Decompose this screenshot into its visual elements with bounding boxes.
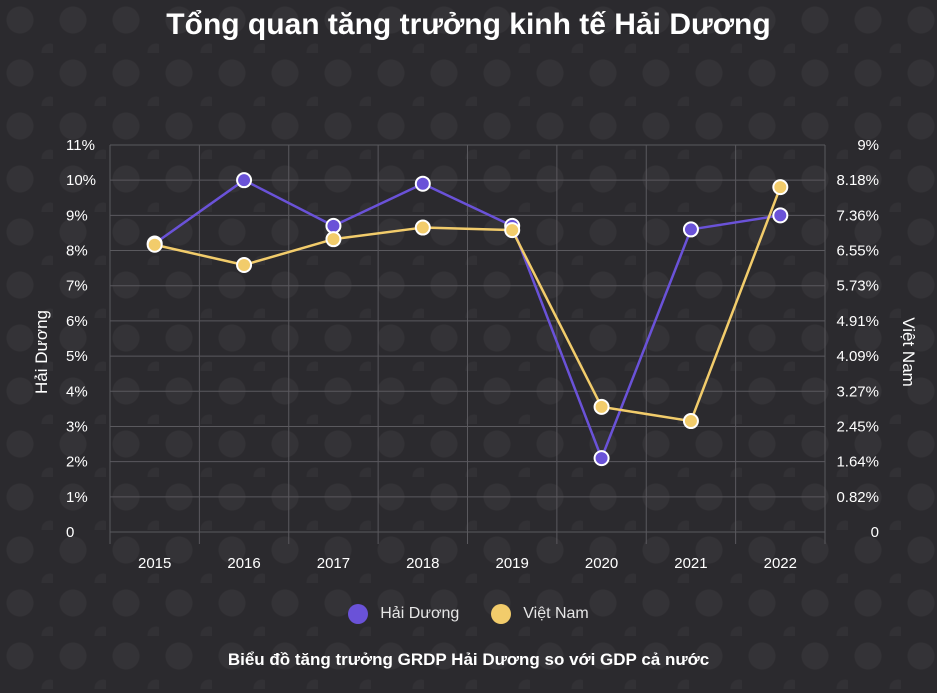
y-tick-label: 5% [66, 348, 88, 365]
legend-swatch-hai-duong [348, 604, 369, 624]
y2-tick-label: 2.45% [836, 418, 879, 435]
legend-item-viet-nam[interactable]: Việt Nam [491, 604, 589, 624]
left-axis-title: Hải Dương [32, 310, 51, 394]
x-tick-label: 2019 [496, 555, 529, 572]
legend-swatch-viet-nam [491, 604, 512, 624]
x-tick-label: 2016 [227, 555, 260, 572]
y2-tick-label: 4.09% [836, 348, 879, 365]
y-tick-label: 3% [66, 418, 88, 435]
y2-tick-label: 1.64% [836, 454, 879, 471]
data-point [772, 207, 789, 224]
data-point [504, 222, 521, 239]
y2-tick-label: 3.27% [836, 383, 879, 400]
right-axis-title: Việt Nam [899, 317, 918, 387]
series-line-1 [154, 186, 782, 423]
data-point [593, 450, 610, 467]
y2-tick-label: 0.82% [836, 489, 879, 506]
y-tick-label: 7% [66, 278, 88, 295]
right-axis-labels: 0 0.82% 1.64% 2.45% 3.27% 4.09% 4.91% 5.73% 6.55… [836, 137, 879, 541]
chart-caption: Biểu đồ tăng trưởng GRDP Hải Dương so vớ… [227, 650, 710, 669]
legend-item-hai-duong[interactable]: Hải Dương [348, 604, 459, 624]
x-tick-label: 2022 [764, 555, 797, 572]
y-tick-label: 6% [66, 313, 88, 330]
y-tick-label: 11% [66, 137, 95, 154]
series-group [146, 172, 789, 467]
legend-label-viet-nam: Việt Nam [523, 605, 589, 622]
x-tick-label: 2015 [138, 555, 171, 572]
data-point [146, 236, 163, 253]
y-tick-label: 9% [66, 207, 88, 224]
data-point [414, 175, 431, 192]
chart-title: Tổng quan tăng trưởng kinh tế Hải Dương [166, 8, 771, 41]
data-point [682, 413, 699, 430]
data-point [325, 231, 342, 248]
x-tick-label: 2017 [317, 555, 350, 572]
y2-tick-label: 4.91% [836, 313, 879, 330]
y-tick-label: 4% [66, 383, 88, 400]
data-point [772, 179, 789, 196]
y2-tick-label: 0 [871, 524, 879, 541]
legend-label-hai-duong: Hải Dương [380, 605, 460, 622]
grid-lines [109, 144, 826, 544]
y-tick-label: 1% [66, 489, 88, 506]
y2-tick-label: 6.55% [836, 243, 879, 260]
y2-tick-label: 8.18% [836, 172, 879, 189]
data-point [414, 219, 431, 236]
legend: Hải Dương Việt Nam [0, 604, 937, 624]
data-point [593, 398, 610, 415]
data-point [236, 172, 253, 189]
y2-tick-label: 5.73% [836, 278, 879, 295]
y2-tick-label: 7.36% [836, 207, 879, 224]
x-tick-label: 2018 [406, 555, 439, 572]
y-tick-label: 8% [66, 243, 88, 260]
left-axis-labels: 0 1% 2% 3% 4% 5% 6% 7% 8% 9% 10% 11% [66, 137, 96, 541]
y-tick-label: 10% [66, 172, 96, 189]
line-chart: 0 1% 2% 3% 4% 5% 6% 7% 8% 9% 10% 11% 0 0.82% 1.64% 2.4… [32, 137, 918, 572]
y2-tick-label: 9% [857, 137, 879, 154]
x-tick-label: 2020 [585, 555, 618, 572]
y-tick-label: 2% [66, 454, 88, 471]
x-tick-label: 2021 [674, 555, 707, 572]
x-axis-labels: 2015 2016 2017 2018 2019 2020 2021 2022 [138, 555, 797, 572]
data-point [682, 221, 699, 238]
data-point [236, 256, 253, 273]
series-line-0 [153, 178, 781, 460]
y-tick-label: 0 [66, 524, 74, 541]
data-point [325, 217, 342, 234]
